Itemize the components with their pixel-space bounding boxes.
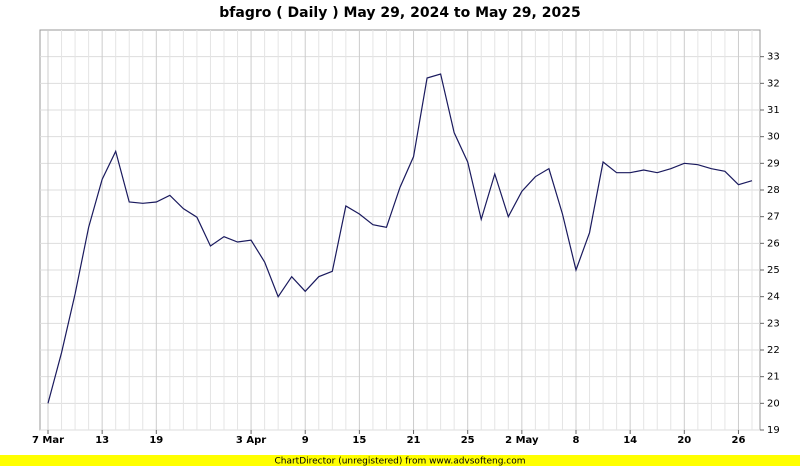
footer: ChartDirector (unregistered) from www.ad… — [274, 457, 525, 466]
x-tick-label: 2 May — [505, 435, 539, 446]
x-tick-label: 25 — [461, 435, 475, 446]
x-tick-label: 19 — [149, 435, 163, 446]
y-tick-label: 27 — [767, 212, 780, 223]
price-line — [47, 73, 753, 404]
y-tick-label: 25 — [767, 265, 780, 276]
x-tick-label: 20 — [677, 435, 691, 446]
y-tick-label: 22 — [767, 345, 780, 356]
y-tick-label: 24 — [767, 292, 780, 303]
y-tick-label: 32 — [767, 78, 780, 89]
y-tick-label: 19 — [767, 425, 780, 436]
x-tick-label: 3 Apr — [236, 435, 266, 446]
x-tick-label: 9 — [302, 435, 309, 446]
x-tick-label: 13 — [95, 435, 109, 446]
footer-bar — [0, 455, 800, 466]
x-tick-label: 15 — [352, 435, 366, 446]
chart-title: bfagro ( Daily ) May 29, 2024 to May 29,… — [219, 5, 580, 21]
x-tick-label: 7 Mar — [32, 435, 64, 446]
y-tick-label: 28 — [767, 185, 780, 196]
x-tick-label: 8 — [573, 435, 580, 446]
y-tick-label: 23 — [767, 318, 780, 329]
y-tick-label: 29 — [767, 158, 780, 169]
y-tick-label: 33 — [767, 52, 780, 63]
x-tick-label: 21 — [407, 435, 421, 446]
y-tick-label: 21 — [767, 372, 780, 383]
y-tick-label: 26 — [767, 238, 780, 249]
y-tick-label: 31 — [767, 105, 780, 116]
y-tick-label: 30 — [767, 132, 780, 143]
x-tick-label: 26 — [732, 435, 746, 446]
y-tick-label: 20 — [767, 398, 780, 409]
x-tick-label: 14 — [623, 435, 637, 446]
